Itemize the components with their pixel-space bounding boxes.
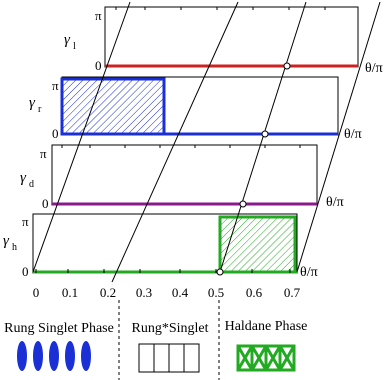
crossing-point xyxy=(216,268,224,276)
boundary-line-zero xyxy=(32,1,131,273)
gamma-r-symbol: γ xyxy=(29,95,36,111)
haldane-region xyxy=(218,215,297,274)
x-axis-tick-labels: 0 0.1 0.2 0.3 0.4 0.5 0.6 0.7 xyxy=(33,285,301,300)
theta-axis-label: θ/π xyxy=(300,265,318,280)
boundary-line-haldane xyxy=(219,1,307,273)
gamma-d-subscript: d xyxy=(29,179,34,190)
x-tick-label: 0 xyxy=(33,285,40,300)
phase-boundary-lines xyxy=(32,1,381,283)
gamma-l-symbol: γ xyxy=(64,32,71,48)
theta-axis-label: θ/π xyxy=(344,127,362,142)
theta-axis-label: θ/π xyxy=(365,61,383,76)
panel-frame xyxy=(51,144,318,206)
x-tick-label: 0.7 xyxy=(284,285,301,300)
x-tick-label: 0.4 xyxy=(172,285,189,300)
pi-label: π xyxy=(22,214,29,229)
phase-separators xyxy=(118,300,220,380)
phase-label-haldane: Haldane Phase xyxy=(225,319,308,334)
x-tick-label: 0.5 xyxy=(208,285,224,300)
panel-gamma-d: π 0 γ d θ/π xyxy=(20,144,344,211)
x-tick-label: 0.6 xyxy=(246,285,263,300)
zero-label: 0 xyxy=(42,196,49,211)
pi-label: π xyxy=(52,78,59,93)
pi-label: π xyxy=(40,146,47,161)
theta-axis-label: θ/π xyxy=(326,195,344,210)
phase-label-rung-star-singlet: Rung*Singlet xyxy=(131,321,208,336)
panel-gamma-l: π 0 γ l θ/π xyxy=(64,6,383,76)
boundary-line-end xyxy=(296,1,381,273)
crossing-markers xyxy=(216,62,291,276)
zero-label: 0 xyxy=(22,264,29,279)
panel-gamma-h: π 0 γ h θ/π 0 0.1 0.2 0.3 0.4 0.5 0.6 0.… xyxy=(3,213,318,300)
zero-label: 0 xyxy=(52,126,59,141)
panel-gamma-r: π 0 γ r θ/π xyxy=(29,76,362,142)
gamma-l-subscript: l xyxy=(73,41,76,52)
gamma-h-symbol: γ xyxy=(3,233,10,249)
x-axis-ticks xyxy=(35,269,291,273)
crossing-point xyxy=(261,130,269,138)
x-tick-label: 0.3 xyxy=(136,285,152,300)
boundary-line-middle xyxy=(111,1,239,283)
x-tick-label: 0.1 xyxy=(62,285,78,300)
gamma-d-symbol: γ xyxy=(20,170,27,186)
rung-singlet-icon xyxy=(17,341,91,371)
pi-label: π xyxy=(95,8,102,23)
rung-star-singlet-icon xyxy=(138,343,200,373)
x-tick-label: 0.2 xyxy=(100,285,116,300)
gamma-r-subscript: r xyxy=(38,104,42,115)
zero-label: 0 xyxy=(95,58,102,73)
rung-singlet-region xyxy=(60,77,166,136)
crossing-point xyxy=(239,200,247,208)
gamma-h-subscript: h xyxy=(12,242,17,253)
phase-label-rung-singlet: Rung Singlet Phase xyxy=(4,321,114,336)
haldane-icon xyxy=(236,344,296,372)
crossing-point xyxy=(283,62,291,70)
